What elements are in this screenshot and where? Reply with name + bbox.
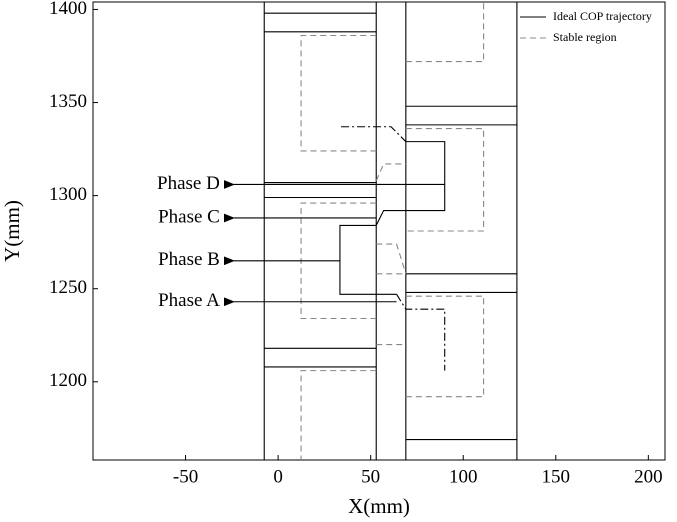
y-tick-label: 1200 [49,370,87,391]
y-axis-label: Y(mm) [0,200,24,262]
legend-label: Stable region [553,30,617,44]
series-line [341,126,446,371]
legend-label: Ideal COP trajectory [553,9,652,23]
annotation-text: Phase D [157,173,220,194]
x-tick-label: 150 [542,466,571,487]
y-tick-label: 1350 [49,91,87,112]
y-tick-label: 1300 [49,184,87,205]
annotation-text: Phase B [158,249,220,270]
series-line [300,2,485,460]
y-tick-label: 1400 [49,0,87,19]
annotation-text: Phase A [158,290,220,311]
y-tick-label: 1250 [49,277,87,298]
x-tick-label: 100 [449,466,478,487]
series-line [263,2,518,460]
x-axis-label: X(mm) [348,494,410,518]
annotation-text: Phase C [158,206,220,227]
x-tick-label: -50 [173,466,198,487]
x-tick-label: 200 [634,466,663,487]
x-tick-label: 50 [361,466,380,487]
plot-frame [92,1,666,461]
x-tick-label: 0 [273,466,283,487]
